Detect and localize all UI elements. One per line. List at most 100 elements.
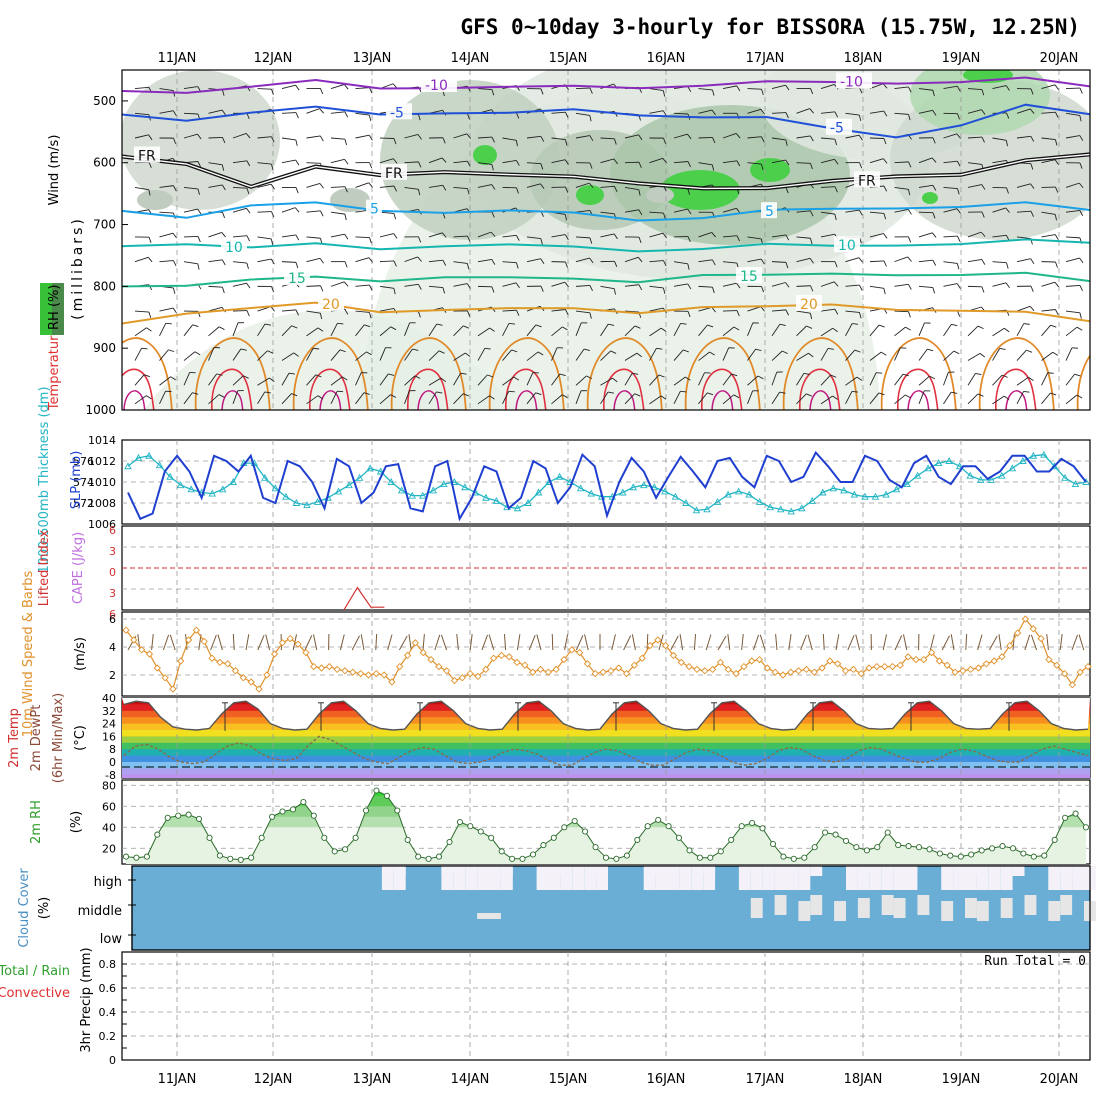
wind-speed-marker	[372, 669, 380, 678]
wind-barb-flag	[833, 281, 839, 287]
wind-barb-flag	[834, 139, 838, 146]
wind-barb-flag	[761, 286, 765, 293]
wind-barb-flag	[1023, 323, 1030, 325]
wind-barb-flag	[1005, 85, 1010, 91]
thickness-marker	[619, 488, 627, 496]
rh-marker	[571, 817, 578, 825]
cloud-high-clear	[393, 866, 406, 876]
wind-barb	[306, 135, 321, 139]
cloud-high-clear	[572, 866, 585, 890]
wind-speed-marker	[755, 655, 764, 664]
wind-barb-flag	[1029, 108, 1035, 114]
isotherm-label: 15	[288, 271, 306, 287]
wind-barb	[134, 86, 149, 89]
wind-barb-flag	[344, 261, 348, 268]
cloud-high-clear	[548, 866, 561, 876]
rh-moist-core	[922, 192, 938, 204]
wind-barb	[428, 350, 440, 361]
wind-barb-flag	[785, 262, 789, 269]
wind-barb	[379, 326, 392, 337]
wind-speed-marker	[1029, 625, 1037, 633]
wind-barb	[551, 234, 566, 238]
wind-barb	[257, 391, 266, 405]
rh-marker	[728, 836, 735, 843]
isotherm-30	[897, 368, 939, 410]
wind-barb-flag	[1054, 281, 1059, 288]
wind-barb	[257, 323, 266, 337]
isotherm-25	[684, 337, 761, 410]
wind-barb-flag	[977, 325, 984, 330]
wind-barb-flag	[782, 350, 788, 355]
wind-barb-flag	[491, 164, 494, 171]
wind-barb	[330, 376, 343, 386]
cloud-panel: high middle low Cloud Cover (%)	[17, 865, 1096, 951]
date-label-top: 14JAN	[451, 51, 490, 66]
wind-barb-flag	[957, 113, 960, 120]
rh-marker	[279, 808, 286, 815]
wind-barb-flag	[999, 348, 1006, 350]
wind-barb-flag	[264, 391, 271, 394]
wind-barb	[1065, 326, 1078, 337]
wind-speed-marker	[122, 626, 130, 634]
wind-barb	[1016, 376, 1029, 386]
wind-barb-flag	[854, 349, 861, 353]
wind-barb	[330, 84, 345, 89]
wind-barb-flag	[295, 187, 299, 194]
wind-barb	[796, 373, 805, 386]
wind-barb	[992, 282, 1007, 287]
date-label-top: 16JAN	[647, 51, 686, 66]
rh-marker	[435, 853, 443, 860]
surface-wind-barb	[1024, 634, 1031, 651]
wind-barb-flag	[1028, 376, 1034, 381]
wind-barb	[575, 284, 590, 287]
isotherm-35	[417, 390, 440, 410]
surface-wind-barb	[894, 635, 903, 651]
wind-barb-flag	[565, 261, 568, 268]
wind-barb	[992, 159, 1007, 164]
wind-barb	[649, 374, 660, 386]
cloud-high-clear	[750, 866, 763, 890]
surface-wind-barb	[1071, 634, 1078, 651]
rh-marker	[989, 845, 996, 852]
rh-marker	[321, 834, 328, 841]
wind-barb-flag	[658, 374, 665, 378]
rh-marker	[926, 846, 933, 853]
wind-barb	[771, 137, 786, 141]
wind-barb	[869, 351, 882, 361]
pressure-tick: 900	[93, 341, 116, 355]
wind-barb	[820, 348, 829, 361]
wind-barb	[208, 109, 223, 114]
wind-barb	[379, 211, 394, 214]
rh-marker	[143, 853, 150, 860]
wind-barb-flag	[418, 236, 422, 243]
wind-barb-flag	[1050, 392, 1057, 396]
wind-barb	[918, 259, 933, 263]
isotherm-25	[586, 337, 663, 410]
temperature-mask	[122, 698, 1090, 730]
wind-barb	[967, 109, 982, 114]
wind-barb	[257, 88, 272, 90]
isotherm-35	[123, 390, 146, 410]
wind-barb	[820, 395, 833, 405]
isotherm-label-bg	[761, 202, 777, 219]
wind-barb	[943, 283, 958, 287]
wind-barb-flag	[197, 161, 202, 168]
isotherm-30	[122, 368, 155, 410]
isotherm-label-bg	[381, 163, 407, 180]
rh-marker	[978, 847, 985, 854]
wind-speed-marker	[701, 667, 709, 675]
wind-barb	[257, 236, 272, 240]
wind-speed-marker	[927, 648, 936, 657]
wind-barb	[281, 352, 294, 361]
isotherm-line	[122, 301, 1090, 325]
wind-barb-flag	[809, 108, 814, 114]
wind-barb	[1065, 394, 1078, 405]
wind-barb-flag	[221, 184, 226, 191]
wind-barb	[208, 306, 223, 312]
wind-barb	[257, 211, 272, 213]
wind-barb-flag	[932, 185, 937, 191]
surface-wind-barb	[679, 634, 684, 651]
wind-barb-flag	[442, 185, 447, 191]
wind-speed-marker	[145, 650, 154, 658]
